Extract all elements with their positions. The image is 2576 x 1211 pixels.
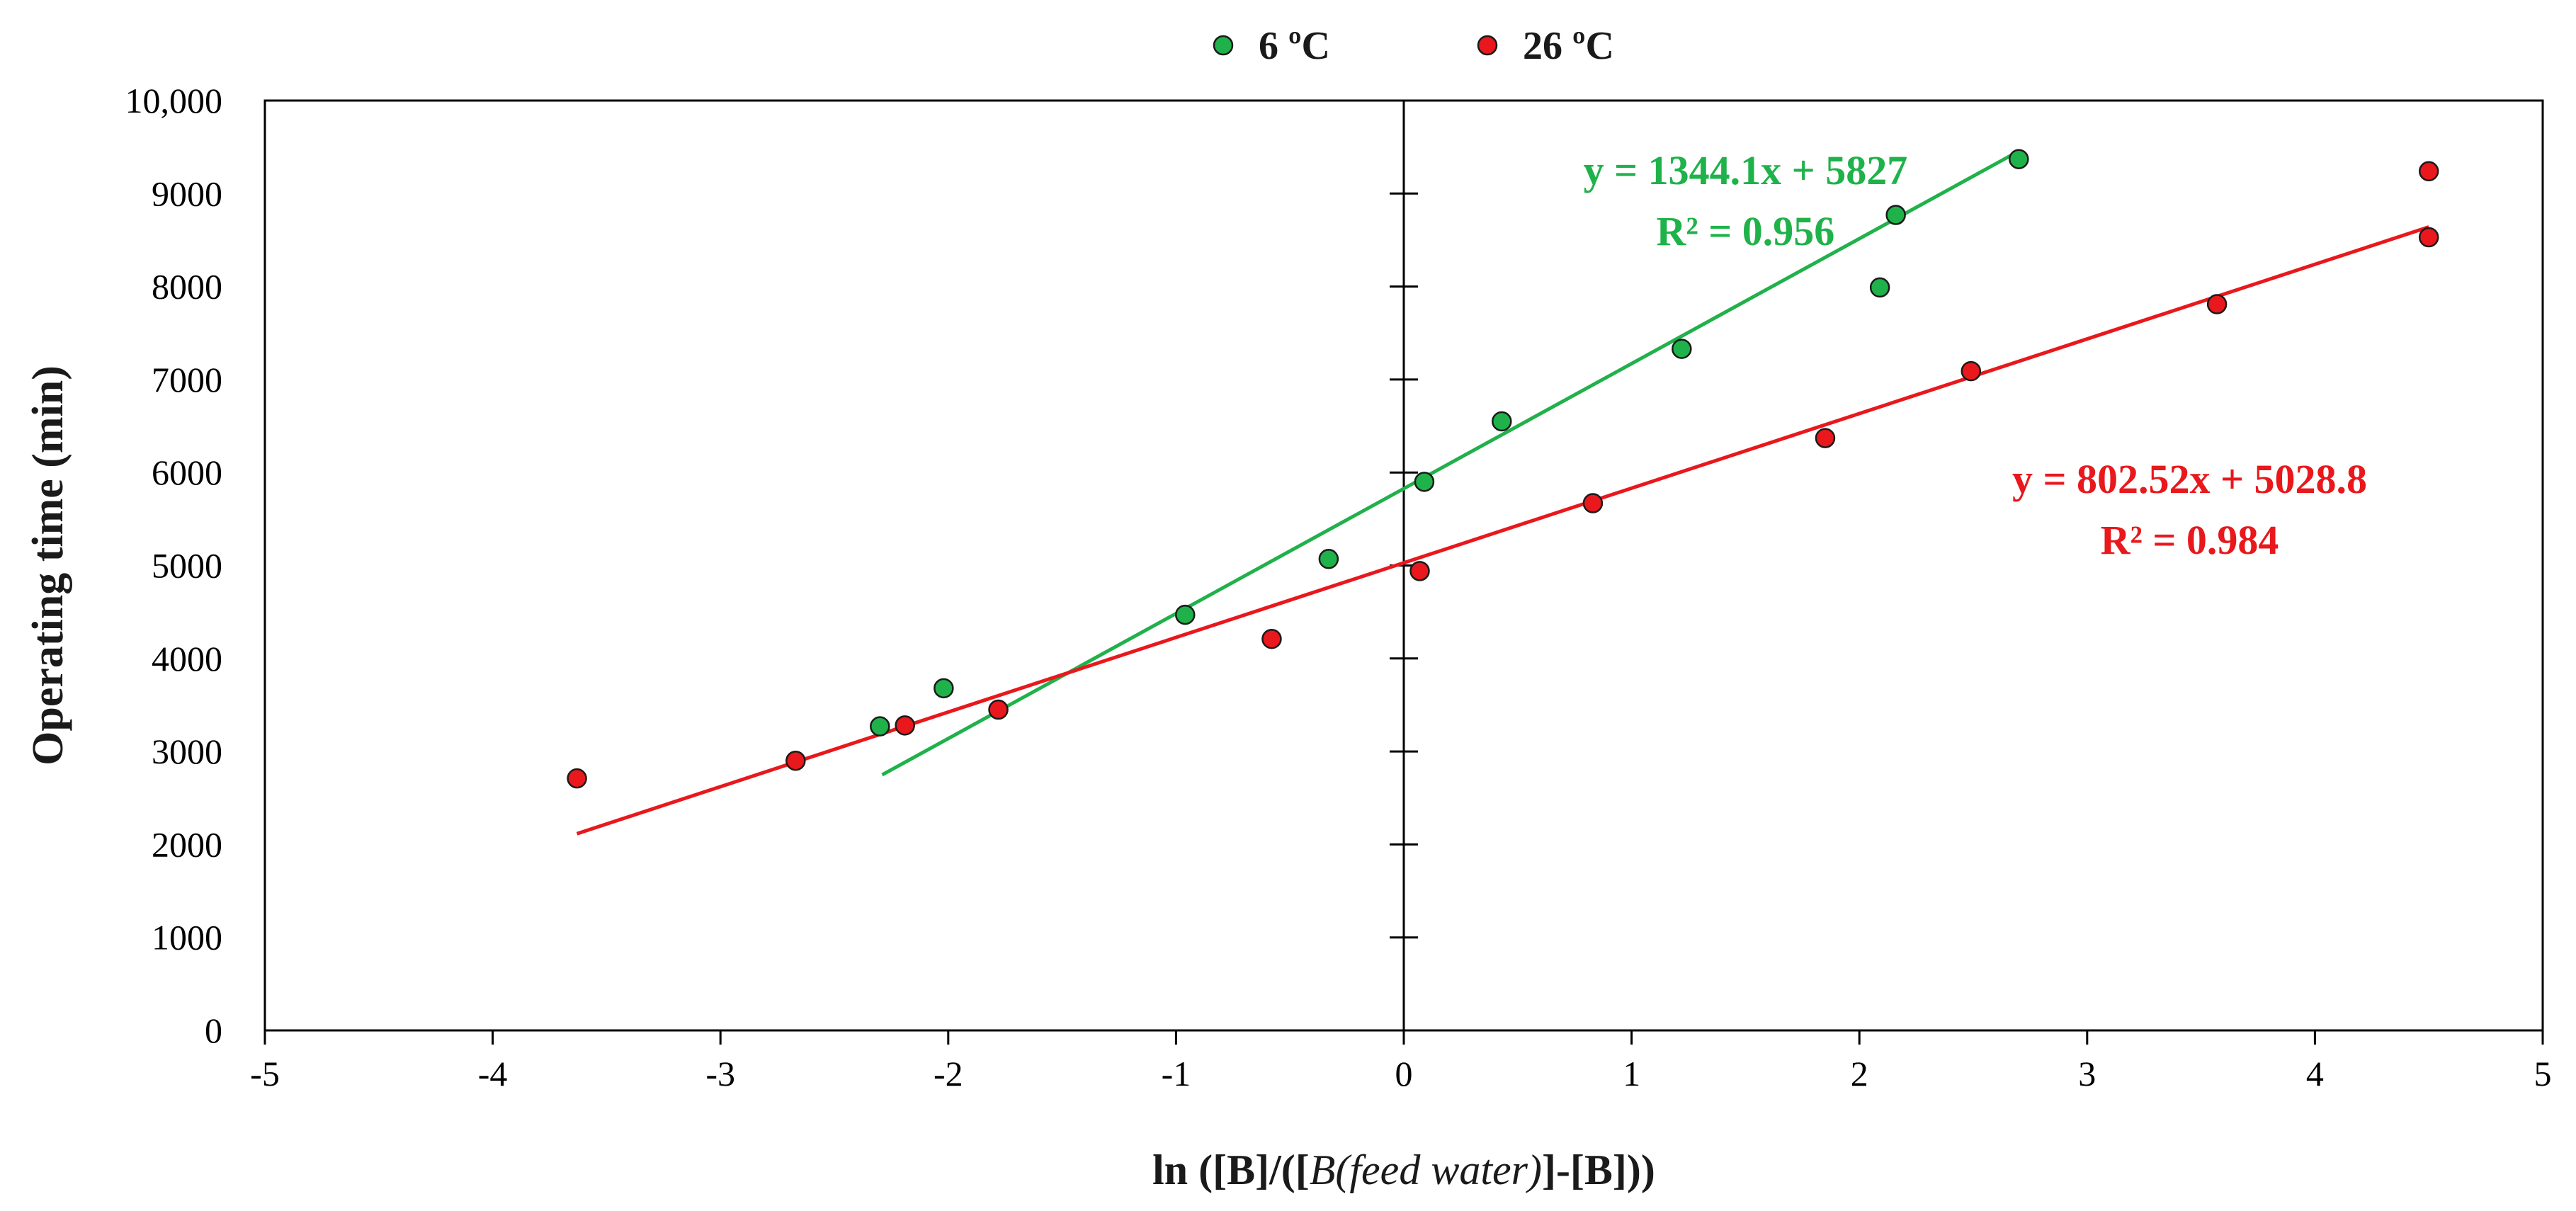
x-axis-label-suffix: ]-[B])) — [1542, 1147, 1655, 1193]
legend-marker — [1477, 35, 1498, 56]
x-tick-label: 4 — [2306, 1054, 2324, 1093]
data-point — [1582, 493, 1604, 513]
x-axis-label: ln ([B]/([B(feed water)]-[B])) — [1152, 1147, 1655, 1193]
data-point — [1261, 628, 1282, 649]
data-point — [1869, 277, 1890, 298]
data-point — [1318, 549, 1339, 569]
data-point — [1961, 360, 1982, 382]
legend-label: 26 ºC — [1523, 24, 1614, 68]
x-tick-label: -5 — [250, 1054, 280, 1093]
x-tick-label: -4 — [478, 1054, 508, 1093]
y-tick-label: 2000 — [152, 824, 222, 864]
data-point — [934, 678, 954, 699]
y-tick-label: 9000 — [152, 174, 222, 213]
trendline-equation: y = 1344.1x + 5827 — [1584, 147, 1908, 193]
trendline-equation: y = 802.52x + 5028.8 — [2012, 456, 2367, 502]
x-axis-label-prefix: ln ([B]/([ — [1152, 1147, 1310, 1193]
y-tick-label: 4000 — [152, 639, 222, 678]
data-point — [2206, 294, 2228, 314]
data-point — [1815, 428, 1836, 448]
data-point — [1885, 205, 1906, 225]
x-tick-label: 1 — [1623, 1054, 1640, 1093]
data-point — [870, 716, 890, 737]
x-tick-label: 2 — [1851, 1054, 1868, 1093]
x-tick-label: 0 — [1395, 1054, 1413, 1093]
y-tick-label: 6000 — [152, 453, 222, 492]
trendline-r-squared: R² = 0.956 — [1656, 208, 1834, 254]
y-axis-label: Operating time (min) — [24, 365, 72, 766]
y-tick-label: 7000 — [152, 360, 222, 399]
x-axis-label-italic: B(feed water) — [1310, 1147, 1542, 1193]
data-point — [1672, 339, 1692, 359]
data-point — [2418, 161, 2439, 182]
data-point — [567, 768, 587, 789]
data-point — [1175, 604, 1196, 625]
trendline-annotations: y = 1344.1x + 5827 R² = 0.956 y = 802.52x … — [1584, 147, 2367, 563]
trendline-r-squared: R² = 0.984 — [2101, 517, 2279, 563]
axis-ticks: -5 -4 -3 -2 -1 0 1 2 3 4 5 0 1000 2000 3000 4000 5000 600… — [125, 81, 2552, 1093]
y-tick-label: 1000 — [152, 918, 222, 957]
x-tick-label: -3 — [705, 1054, 735, 1093]
data-point — [1414, 472, 1435, 492]
y-tick-label: 10,000 — [125, 81, 223, 120]
x-tick-label: -2 — [934, 1054, 963, 1093]
data-point — [1492, 411, 1512, 432]
x-tick-label: 3 — [2078, 1054, 2096, 1093]
data-points — [567, 149, 2439, 789]
y-tick-label: 8000 — [152, 267, 222, 307]
y-tick-label: 0 — [205, 1011, 222, 1050]
y-tick-label: 3000 — [152, 732, 222, 771]
axis-labels: ln ([B]/([B(feed water)]-[B])) Operating … — [24, 365, 1655, 1193]
data-point — [2418, 227, 2439, 248]
data-point — [785, 750, 806, 771]
y-tick-label: 5000 — [152, 546, 222, 586]
data-point — [988, 699, 1009, 720]
legend-label: 6 ºC — [1259, 24, 1330, 68]
data-point — [1409, 561, 1430, 581]
legend: 6 ºC 26 ºC — [1213, 24, 1614, 68]
data-point — [895, 715, 915, 736]
data-point — [2009, 149, 2029, 169]
legend-marker — [1213, 35, 1234, 56]
x-tick-label: 5 — [2534, 1054, 2552, 1093]
x-tick-label: -1 — [1162, 1054, 1191, 1093]
